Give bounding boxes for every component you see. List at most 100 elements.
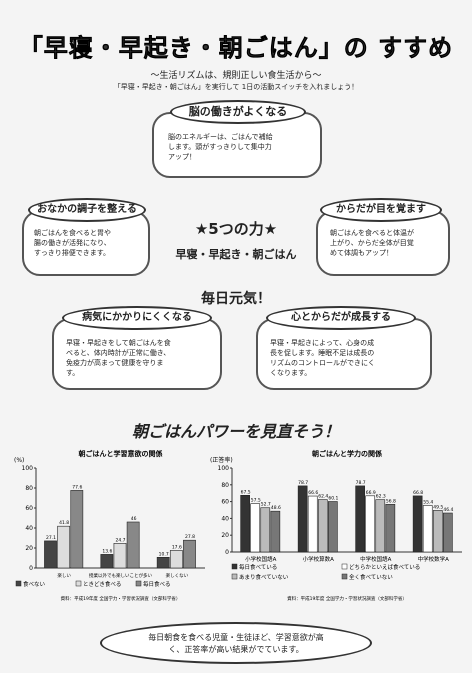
- legend-label: 毎日食べている: [239, 563, 277, 571]
- bar: [44, 541, 56, 568]
- y-tick-label: 80: [221, 482, 229, 489]
- bar: [251, 504, 260, 552]
- x-tick-label: 中学校国語A: [360, 555, 392, 563]
- bar: [356, 486, 365, 552]
- y-tick-label: 60: [221, 499, 229, 506]
- source: 資料：平成19年度 全国学力・学習状況調査（文部科学省）: [287, 595, 407, 602]
- y-tick-label: 40: [221, 515, 229, 522]
- charts: 朝ごはんと学習意欲の関係(%)020406080100楽しい27.141.877…: [0, 440, 472, 620]
- bar: [271, 511, 280, 552]
- y-tick-label: 40: [25, 525, 33, 532]
- y-tick-label: 20: [221, 532, 229, 539]
- point-text: 脳のエネルギーは、ごはんで補給します。頭がすっきりして集中力アップ！: [168, 132, 278, 162]
- value-label: 78.7: [356, 480, 366, 486]
- bar: [386, 504, 395, 552]
- y-tick-label: 100: [218, 465, 230, 472]
- point-text: 朝ごはんを食べると体温が上がり、からだ全体が目覚めて体調もアップ！: [330, 228, 416, 258]
- value-label: 13.6: [102, 548, 112, 554]
- y-tick-label: 0: [225, 549, 229, 556]
- chart-title: 朝ごはんと学習意欲の関係: [79, 449, 163, 458]
- value-label: 46.4: [443, 507, 453, 513]
- x-tick-label: 小学校国語A: [245, 555, 277, 563]
- point-text: 早寝・早起きをして朝ごはんを食べると、体内時計が正常に働き、免疫力が高まって健康…: [66, 338, 176, 378]
- value-label: 24.7: [115, 537, 125, 543]
- legend-label: 食べない: [23, 580, 46, 588]
- bar: [318, 500, 327, 552]
- source: 資料：平成19年度 全国学力・学習状況調査（文部科学省）: [61, 595, 181, 602]
- value-label: 67.5: [241, 489, 251, 495]
- value-label: 55.4: [423, 499, 433, 505]
- value-label: 60.1: [328, 496, 338, 502]
- bar: [376, 500, 385, 552]
- bar: [423, 505, 432, 552]
- lead: 「早寝・早起き・朝ごはん」を実行して 1日の活動スイッチを入れましょう！: [0, 82, 472, 92]
- value-label: 17.6: [172, 544, 182, 550]
- bar: [366, 496, 375, 552]
- chart-title: 朝ごはんと学力の関係: [312, 449, 382, 458]
- legend-label: 全く食べていない: [349, 573, 393, 581]
- conclusion: 毎日朝食を食べる児童・生徒ほど、学習意欲が高く、正答率が高い結果がでています。: [102, 624, 370, 664]
- value-label: 49.5: [433, 504, 443, 510]
- value-label: 41.8: [59, 520, 69, 526]
- legend-label: 毎日食べる: [143, 580, 171, 588]
- y-tick-label: 100: [22, 465, 34, 472]
- legend-swatch: [232, 564, 237, 569]
- bar: [433, 510, 442, 552]
- y-tick-label: 20: [25, 545, 33, 552]
- title: 「早寝・早起き・朝ごはん」の すすめ: [0, 28, 472, 63]
- subtitle: ～生活リズムは、規則正しい食生活から～: [0, 68, 472, 81]
- y-tick-label: 60: [25, 505, 33, 512]
- value-label: 48.6: [271, 505, 281, 511]
- legend-swatch: [16, 581, 21, 586]
- value-label: 77.6: [72, 484, 82, 490]
- x-tick-label: 小学校算数A: [303, 555, 335, 563]
- y-axis-label: (正答率): [210, 456, 233, 464]
- value-label: 52.7: [261, 502, 271, 508]
- bar: [114, 543, 126, 568]
- bar: [443, 513, 452, 552]
- legend-swatch: [136, 581, 141, 586]
- value-label: 57.5: [251, 498, 261, 504]
- bar: [58, 526, 70, 568]
- value-label: 66.8: [413, 490, 423, 496]
- legend-label: ときどき食べる: [83, 580, 121, 588]
- value-label: 62.4: [318, 494, 328, 500]
- bar: [183, 540, 195, 568]
- bar: [308, 496, 317, 552]
- point-heading: 病気にかかりにくくなる: [62, 306, 212, 330]
- x-tick-label: 楽しくない: [166, 572, 189, 579]
- bar: [413, 496, 422, 552]
- y-tick-label: 0: [29, 565, 33, 572]
- x-tick-label: 中学校数学A: [418, 555, 450, 563]
- legend-swatch: [342, 574, 347, 579]
- legend-swatch: [342, 564, 347, 569]
- section-title: 朝ごはんパワーを見直そう！: [0, 418, 472, 442]
- legend-swatch: [76, 581, 81, 586]
- legend-swatch: [232, 574, 237, 579]
- value-label: 78.7: [298, 480, 308, 486]
- conclusion-box: 毎日朝食を食べる児童・生徒ほど、学習意欲が高く、正答率が高い結果がでています。: [100, 622, 372, 664]
- point-text: 早寝・早起きによって、心身の成長を促します。睡眠不足は成長のリズムのコントロール…: [270, 338, 378, 378]
- bar: [298, 486, 307, 552]
- bar: [261, 508, 270, 552]
- center-title: ★5つの力★: [160, 218, 312, 239]
- bar: [101, 554, 113, 568]
- legend-label: どちらかといえば食べている: [349, 563, 420, 571]
- poster: 「早寝・早起き・朝ごはん」の すすめ ～生活リズムは、規則正しい食生活から～ 「…: [0, 0, 472, 673]
- bar: [170, 550, 182, 568]
- value-label: 10.7: [159, 551, 169, 557]
- point-heading: からだが目を覚ます: [320, 198, 442, 222]
- y-tick-label: 80: [25, 485, 33, 492]
- point-heading: おなかの調子を整える: [28, 198, 146, 222]
- point-heading: 心とからだが成長する: [266, 306, 416, 330]
- value-label: 66.9: [366, 490, 376, 496]
- value-label: 62.3: [376, 494, 386, 500]
- center-slogan: 早寝・早起き・朝ごはん: [160, 246, 312, 262]
- value-label: 66.6: [308, 490, 318, 496]
- legend-label: あまり食べていない: [239, 573, 289, 581]
- cheer: 毎日元気！: [0, 288, 472, 308]
- point-heading: 脳の働きがよくなる: [170, 100, 306, 124]
- x-tick-label: 授業以外でも楽しいことが多い: [89, 572, 152, 579]
- value-label: 27.8: [185, 534, 195, 540]
- bar: [127, 522, 139, 568]
